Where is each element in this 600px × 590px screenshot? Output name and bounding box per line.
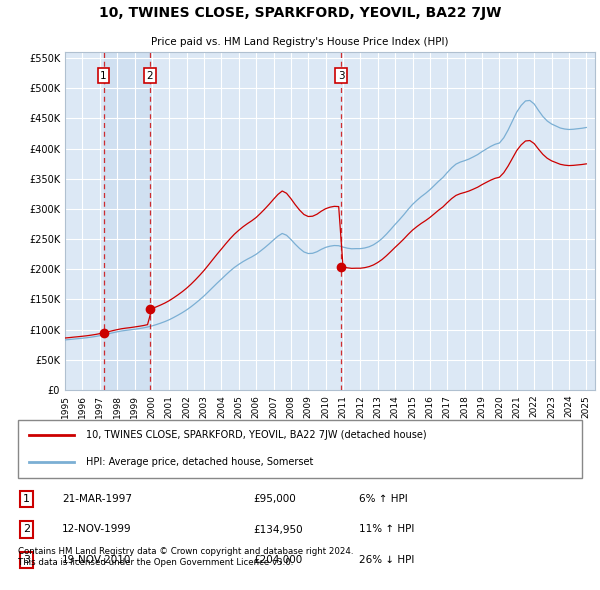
Text: Price paid vs. HM Land Registry's House Price Index (HPI): Price paid vs. HM Land Registry's House … [151, 37, 449, 47]
Text: 1: 1 [100, 71, 107, 81]
Text: 6% ↑ HPI: 6% ↑ HPI [359, 494, 407, 504]
Text: 11% ↑ HPI: 11% ↑ HPI [359, 525, 414, 535]
Text: Contains HM Land Registry data © Crown copyright and database right 2024.
This d: Contains HM Land Registry data © Crown c… [18, 547, 353, 566]
Text: £134,950: £134,950 [253, 525, 302, 535]
Text: 3: 3 [338, 71, 344, 81]
Text: 2: 2 [146, 71, 153, 81]
Text: 10, TWINES CLOSE, SPARKFORD, YEOVIL, BA22 7JW: 10, TWINES CLOSE, SPARKFORD, YEOVIL, BA2… [99, 6, 501, 20]
Text: 3: 3 [23, 555, 30, 565]
Text: 2: 2 [23, 525, 30, 535]
Bar [104, 52, 149, 390]
Text: £204,000: £204,000 [253, 555, 302, 565]
FancyBboxPatch shape [18, 420, 582, 478]
Text: HPI: Average price, detached house, Somerset: HPI: Average price, detached house, Some… [86, 457, 313, 467]
Text: 19-NOV-2010: 19-NOV-2010 [62, 555, 131, 565]
Text: 1: 1 [23, 494, 30, 504]
Text: 12-NOV-1999: 12-NOV-1999 [62, 525, 131, 535]
Text: £95,000: £95,000 [253, 494, 296, 504]
Text: 10, TWINES CLOSE, SPARKFORD, YEOVIL, BA22 7JW (detached house): 10, TWINES CLOSE, SPARKFORD, YEOVIL, BA2… [86, 430, 427, 440]
Text: 21-MAR-1997: 21-MAR-1997 [62, 494, 132, 504]
Text: 26% ↓ HPI: 26% ↓ HPI [359, 555, 414, 565]
